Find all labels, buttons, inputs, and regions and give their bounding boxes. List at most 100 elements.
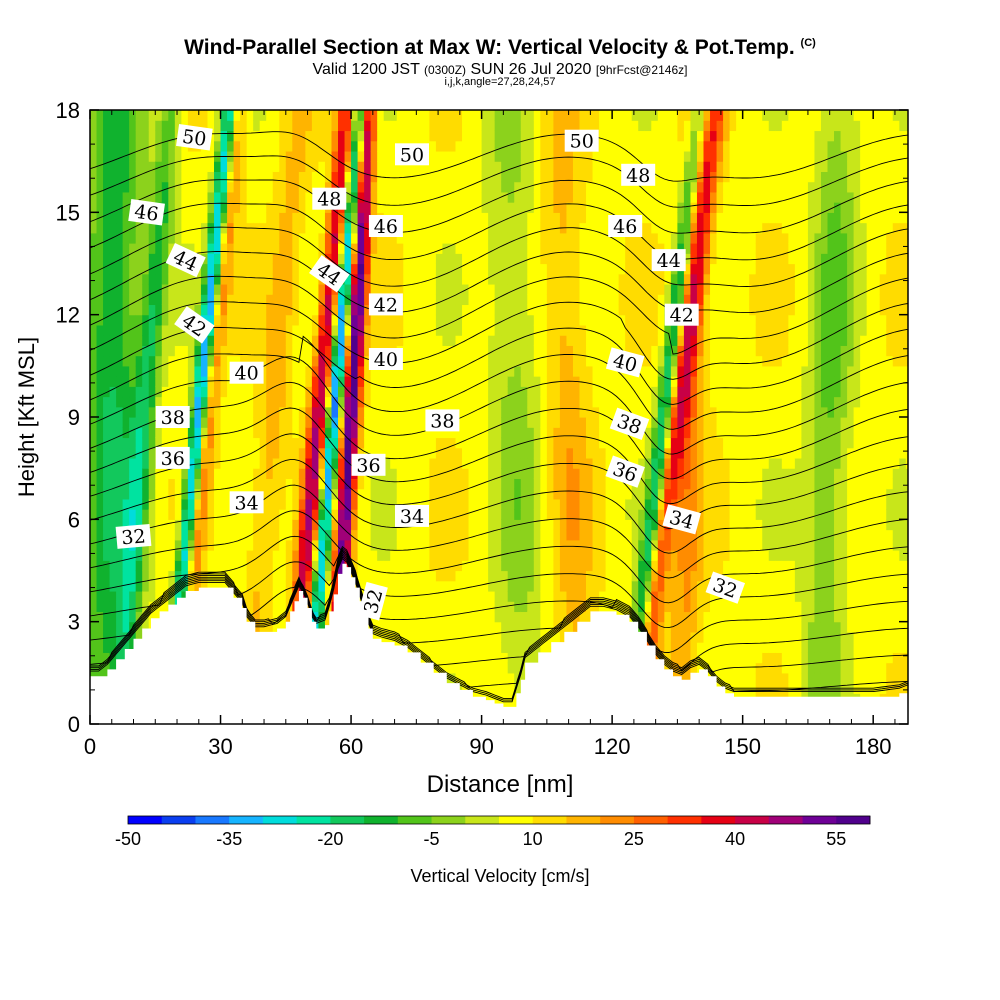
w-cell [612,243,620,254]
w-cell [155,550,163,561]
w-cell [181,283,189,295]
w-cell [122,406,130,418]
w-cell [572,560,581,572]
w-cell [227,120,235,132]
w-cell [233,161,241,172]
w-cell [462,580,470,592]
w-cell [148,304,156,316]
w-cell [507,642,515,653]
w-cell [416,478,424,490]
w-cell [377,417,385,428]
w-cell [298,212,306,224]
w-cell [559,396,568,408]
w-cell [246,324,254,336]
w-cell [168,171,176,183]
w-cell [540,396,548,408]
w-cell [214,457,222,469]
w-cell [462,570,470,582]
w-cell [285,417,293,428]
w-cell [546,550,554,561]
w-cell [253,345,261,357]
w-cell [331,580,339,592]
w-cell [135,601,143,613]
w-cell [305,232,313,244]
w-cell [279,355,287,367]
w-cell [161,396,169,408]
w-cell [612,478,620,490]
w-cell [592,294,600,306]
w-cell [435,468,444,479]
w-cell [533,273,541,285]
w-cell [246,212,254,224]
w-cell [553,140,561,152]
w-cell [357,570,365,582]
w-cell [533,498,541,510]
w-cell [579,335,587,346]
w-cell [279,376,287,387]
w-cell [168,120,176,132]
w-cell [266,202,274,213]
w-cell [383,181,391,193]
w-cell [514,601,522,613]
w-cell [142,345,150,357]
w-cell [501,590,509,602]
w-cell [572,580,581,592]
w-cell [116,243,124,254]
w-cell [540,314,548,326]
w-cell [605,140,613,152]
w-cell [429,376,437,387]
w-cell [572,365,581,377]
w-cell [168,519,176,531]
w-cell [142,273,150,285]
w-cell [324,324,333,336]
w-cell [370,406,378,418]
w-cell [566,550,574,561]
w-cell [559,294,568,306]
w-cell [187,386,196,398]
w-cell [435,130,444,142]
w-cell [285,376,293,387]
w-cell [122,314,130,326]
w-cell [390,488,398,500]
w-cell [383,365,391,377]
w-cell [533,550,541,561]
w-cell [599,191,607,203]
w-cell [148,478,156,490]
w-cell [520,345,528,357]
w-cell [331,478,339,490]
w-cell [168,232,176,244]
w-cell [572,294,581,306]
w-cell [364,529,372,541]
w-cell [599,529,607,541]
w-cell [435,642,444,653]
w-cell [579,437,587,449]
w-cell [566,386,574,398]
w-cell [194,202,202,213]
w-cell [135,509,143,520]
w-cell [311,478,320,490]
w-cell [148,519,156,531]
w-cell [200,212,209,224]
w-cell [174,283,182,295]
w-cell [468,642,476,653]
w-cell [416,161,424,172]
w-cell [599,590,607,602]
w-cell [129,570,137,582]
w-cell [187,447,196,459]
w-cell [507,212,515,224]
w-cell [207,498,215,510]
w-cell [468,529,476,541]
w-cell [364,386,372,398]
w-cell [377,243,385,254]
w-cell [194,406,202,418]
w-cell [135,181,143,193]
w-cell [90,427,98,439]
w-cell [364,150,372,162]
w-cell [468,672,476,684]
w-cell [429,478,437,490]
w-cell [546,611,554,623]
w-cell [396,232,404,244]
w-cell [396,560,404,572]
w-cell [625,273,633,285]
w-cell [103,243,111,254]
